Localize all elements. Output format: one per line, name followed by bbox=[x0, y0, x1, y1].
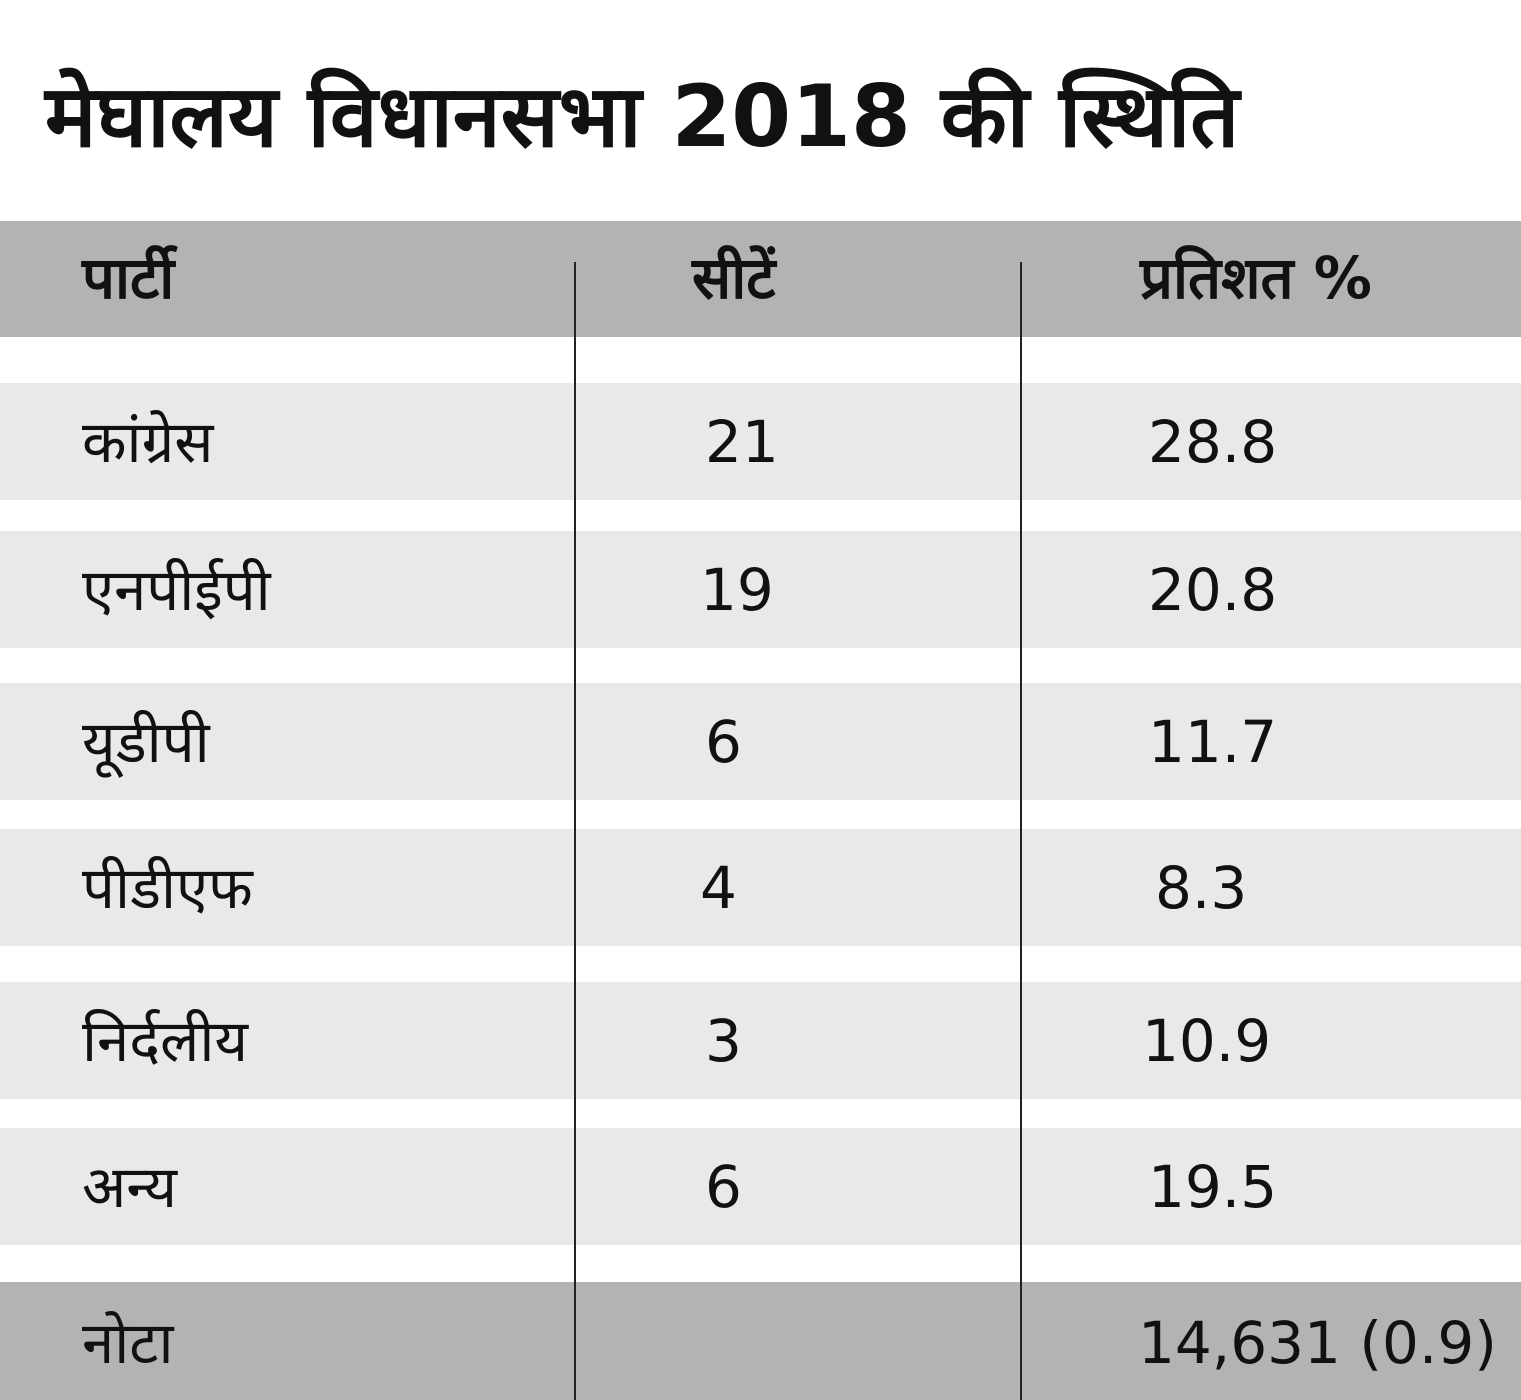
percent-value: 28.8 bbox=[1148, 408, 1278, 476]
nota-row: नोटा 14,631 (0.9) bbox=[0, 1282, 1521, 1400]
seats-value: 21 bbox=[705, 408, 779, 476]
party-name: एनपीईपी bbox=[82, 556, 271, 624]
header-party: पार्टी bbox=[82, 244, 175, 312]
percent-value: 10.9 bbox=[1142, 1007, 1272, 1075]
seats-value: 4 bbox=[700, 854, 737, 922]
party-name: पीडीएफ bbox=[82, 854, 253, 922]
header-percent: प्रतिशत % bbox=[1140, 244, 1372, 312]
party-name: निर्दलीय bbox=[82, 1007, 248, 1075]
seats-value: 19 bbox=[700, 556, 774, 624]
party-name: यूडीपी bbox=[82, 708, 210, 776]
seats-value: 6 bbox=[705, 708, 742, 776]
seats-value: 3 bbox=[705, 1007, 742, 1075]
table-row: निर्दलीय 3 10.9 bbox=[0, 982, 1521, 1099]
header-seats: सीटें bbox=[692, 244, 776, 312]
party-name: नोटा bbox=[82, 1309, 174, 1377]
table-row: एनपीईपी 19 20.8 bbox=[0, 531, 1521, 648]
column-divider bbox=[574, 262, 576, 1400]
column-divider bbox=[1020, 262, 1022, 1400]
percent-value: 14,631 (0.9) bbox=[1138, 1309, 1497, 1377]
percent-value: 20.8 bbox=[1148, 556, 1278, 624]
percent-value: 11.7 bbox=[1148, 708, 1278, 776]
table-row: पीडीएफ 4 8.3 bbox=[0, 829, 1521, 946]
percent-value: 19.5 bbox=[1148, 1153, 1278, 1221]
party-name: अन्य bbox=[82, 1153, 178, 1221]
seats-value: 6 bbox=[705, 1153, 742, 1221]
party-name: कांग्रेस bbox=[82, 408, 214, 476]
table-row: यूडीपी 6 11.7 bbox=[0, 683, 1521, 800]
percent-value: 8.3 bbox=[1155, 854, 1248, 922]
table-row: अन्य 6 19.5 bbox=[0, 1128, 1521, 1245]
table-row: कांग्रेस 21 28.8 bbox=[0, 383, 1521, 500]
page-title: मेघालय विधानसभा 2018 की स्थिति bbox=[45, 67, 1240, 167]
table-header: पार्टी सीटें प्रतिशत % bbox=[0, 221, 1521, 337]
